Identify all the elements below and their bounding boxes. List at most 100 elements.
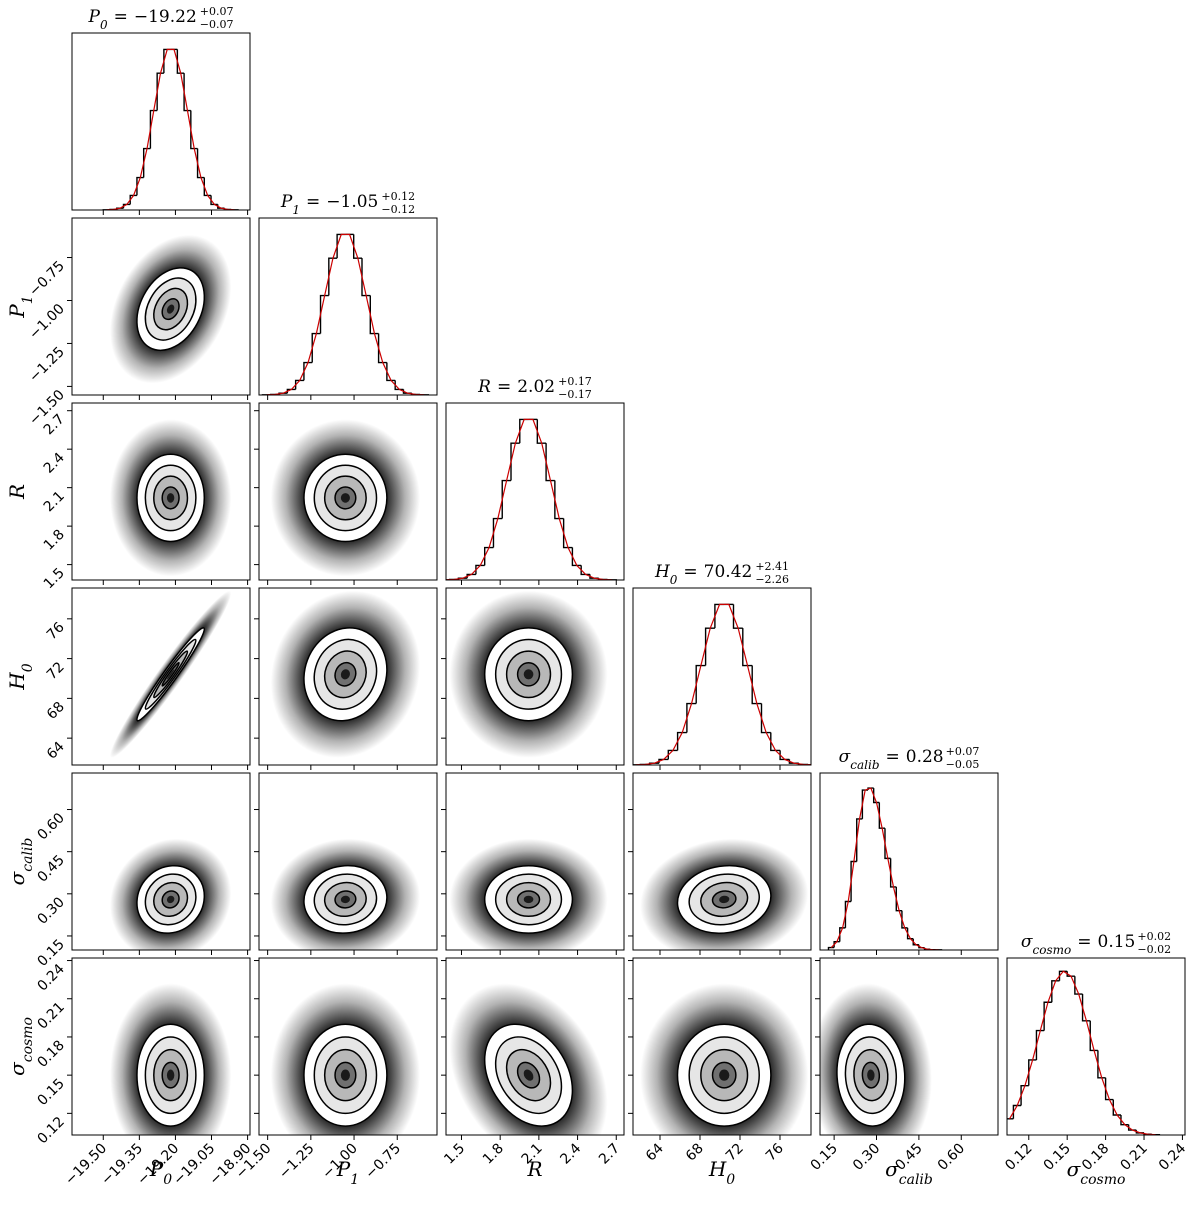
histogram-bin [311, 332, 321, 363]
panel-frame [258, 772, 438, 951]
err-plus: +0.12 [381, 190, 415, 203]
histogram-bin [1012, 1104, 1022, 1119]
histogram-bin [827, 946, 835, 950]
y-tick-label: 0.30 [34, 894, 67, 927]
histogram-bin [554, 480, 564, 520]
title-main: σcosmo = 0.15 [1021, 932, 1135, 957]
subscript: calib [899, 1172, 933, 1188]
y-tick-label: −0.75 [26, 258, 68, 300]
subscript: cosmo [20, 1017, 36, 1062]
density-core [340, 493, 350, 503]
density-core [166, 669, 175, 680]
histogram-bin [1066, 971, 1075, 977]
y-tick-label: −1.00 [26, 301, 68, 343]
axis-label: P1 [5, 295, 36, 318]
panel-title: σcosmo = 0.15 +0.02−0.02 [1021, 930, 1171, 957]
title-main: R = 2.02 [477, 377, 555, 397]
equals: = [886, 747, 900, 767]
histogram-bin [163, 48, 171, 74]
symbol: P [88, 7, 101, 27]
histogram-panel [102, 48, 239, 210]
err-plus: +0.17 [558, 375, 592, 388]
density-panel [110, 234, 232, 384]
y-tick-label: 1.5 [41, 565, 68, 592]
density-core [340, 895, 350, 904]
panel-frame [258, 217, 438, 396]
symbol: σ [839, 747, 851, 767]
x-tick-label: 0.12 [1002, 1141, 1035, 1174]
histogram-bin [1127, 1124, 1137, 1131]
histogram-panel [446, 418, 617, 580]
histogram-panel [1007, 970, 1161, 1135]
err-minus: −0.05 [946, 758, 980, 771]
panel-frame [258, 587, 438, 766]
subscript: 1 [20, 295, 36, 304]
axis-label: R [5, 484, 29, 500]
histogram-bin [1112, 1099, 1121, 1116]
y-tick-label: 0.60 [34, 810, 67, 843]
err-plus: +2.41 [755, 560, 789, 573]
fit-line [1009, 970, 1156, 1135]
subscript: 0 [726, 1172, 735, 1188]
subscript: calib [20, 838, 36, 872]
x-tick-label: 2.7 [596, 1141, 623, 1168]
x-tick-label: 0.18 [1079, 1141, 1112, 1174]
histogram-bin [751, 665, 762, 705]
histogram-bin [872, 788, 880, 804]
symbol: σ [1021, 932, 1033, 952]
histogram-bin [856, 818, 863, 862]
x-tick-label: 72 [723, 1141, 747, 1165]
panel-title: P0 = −19.22 +0.07−0.07 [88, 5, 234, 32]
histogram-bin [1074, 976, 1083, 995]
density-core [166, 895, 175, 904]
fit-line [635, 603, 811, 765]
symbol: σ [5, 870, 29, 885]
density-panel [270, 983, 421, 1135]
subscript: 0 [100, 18, 108, 32]
panel-title: H0 = 70.42 +2.41−2.26 [654, 560, 789, 587]
axis-label: σcalib [5, 838, 36, 886]
x-tick-label: 0.30 [850, 1141, 883, 1174]
histogram-bin [580, 565, 590, 576]
histogram-bin [328, 257, 338, 296]
histogram-bin [196, 148, 205, 179]
histogram-bin [667, 749, 678, 760]
histogram-bin [394, 380, 404, 391]
y-tick-label: 0.18 [34, 1037, 67, 1070]
density-panel [270, 590, 421, 758]
axis-label: R [526, 1157, 542, 1181]
y-tick-label: 0.45 [34, 852, 67, 885]
panel-frame [71, 402, 251, 581]
panel-frame [445, 587, 625, 766]
histogram-bin [519, 418, 529, 444]
equals: = [306, 192, 320, 212]
x-tick-label: 0.21 [1117, 1141, 1150, 1174]
y-tick-label: −1.25 [26, 344, 68, 386]
panel-frame [445, 957, 625, 1136]
density-core [719, 895, 730, 904]
histogram-bin [714, 603, 725, 629]
x-tick-label: 76 [763, 1140, 787, 1164]
subscript: 1 [350, 1172, 359, 1188]
histogram-bin [1089, 1020, 1098, 1052]
histogram-bin [183, 73, 191, 112]
subscript: calib [850, 758, 879, 772]
histogram-bin [1081, 994, 1091, 1022]
histogram-bin [850, 860, 857, 902]
axis-label: σcosmo [1067, 1157, 1126, 1188]
axis-label: P1 [336, 1157, 359, 1188]
x-tick-label: 0.24 [1156, 1140, 1189, 1173]
histogram-bin [770, 732, 781, 752]
density-panel [449, 983, 608, 1135]
y-tick-label: 0.12 [34, 1114, 67, 1147]
density-panel [449, 838, 608, 950]
equals: = [114, 7, 128, 27]
histogram-bin [889, 858, 897, 888]
title-main: σcalib = 0.28 [839, 747, 944, 772]
histogram-bin [1035, 1029, 1045, 1060]
panel-frame [258, 402, 438, 581]
equals: = [497, 377, 511, 397]
histogram-bin [686, 702, 697, 733]
symbol: σ [1067, 1157, 1082, 1181]
